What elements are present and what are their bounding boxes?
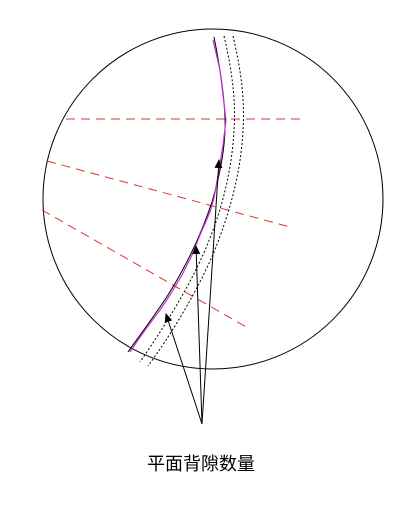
callout-arrow-3 <box>164 313 203 425</box>
measured-profile-curve <box>129 39 227 353</box>
callout-arrows <box>164 159 223 425</box>
outer-profile-curve-2 <box>147 35 244 367</box>
callout-arrow-2 <box>192 245 203 425</box>
callout-label: 平面背隙数量 <box>147 454 255 475</box>
reference-line-2 <box>46 160 291 228</box>
callout-arrow-1 <box>201 159 223 425</box>
outer-profile-curve-1 <box>139 35 235 363</box>
detail-circle <box>42 28 384 370</box>
reference-lines <box>41 118 306 329</box>
reference-line-3 <box>41 209 249 329</box>
